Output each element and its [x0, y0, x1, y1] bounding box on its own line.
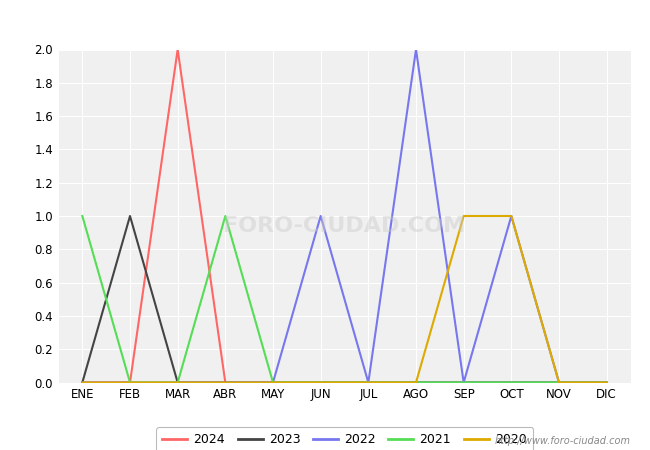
- Text: FORO-CIUDAD.COM: FORO-CIUDAD.COM: [224, 216, 465, 236]
- Text: Matriculaciones de Vehiculos en Lupiana: Matriculaciones de Vehiculos en Lupiana: [120, 10, 530, 28]
- Text: http://www.foro-ciudad.com: http://www.foro-ciudad.com: [495, 436, 630, 446]
- Legend: 2024, 2023, 2022, 2021, 2020: 2024, 2023, 2022, 2021, 2020: [156, 427, 533, 450]
